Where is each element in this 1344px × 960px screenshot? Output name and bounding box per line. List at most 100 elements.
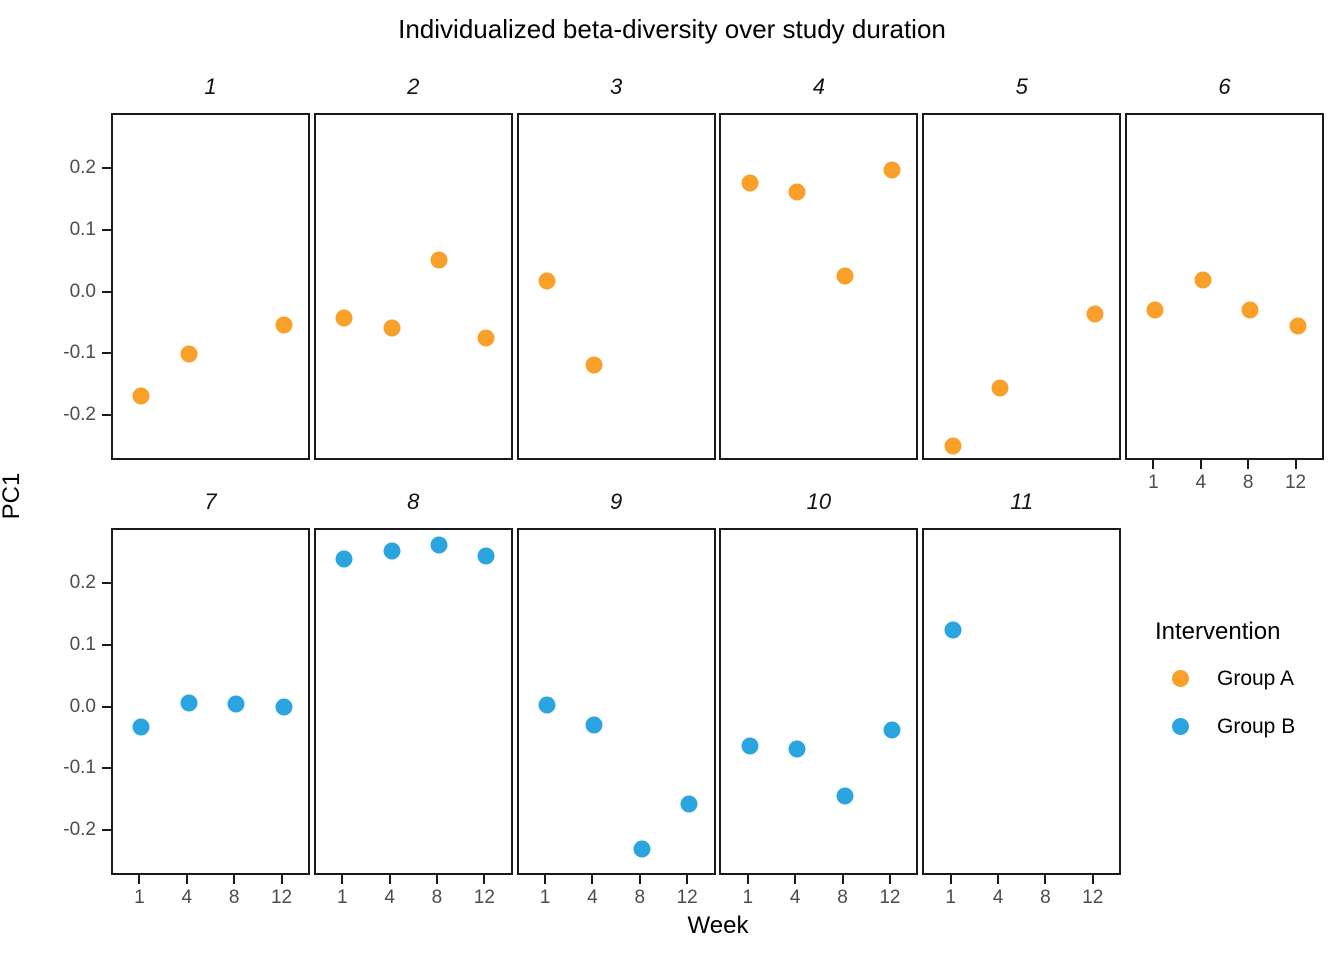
data-point [836,267,854,285]
x-axis-tick [1152,460,1155,469]
facet-panel-5 [922,113,1122,460]
data-point [132,718,150,736]
x-axis-tick-label: 8 [634,887,646,908]
x-axis-tick [794,875,797,884]
x-axis-tick [1199,460,1202,469]
x-axis-tick-label: 4 [181,887,193,908]
x-axis-tick [185,875,188,884]
y-axis-tick-label: 0.0 [69,695,96,717]
y-axis-tick-label: 0.1 [69,634,96,655]
x-axis-tick-label: 12 [879,887,901,908]
data-point [991,379,1009,397]
data-point [132,387,150,405]
data-point [1241,301,1259,319]
x-axis-tick-label: 12 [270,887,293,908]
facet-strip-label: 10 [806,489,832,514]
facet-panel-3 [516,113,716,460]
legend: Intervention Group A Group B [1155,618,1340,760]
facet-strip-label: 11 [1010,489,1034,514]
x-axis-tick-label: 8 [228,887,240,908]
y-axis-tick-label: -0.1 [63,342,96,364]
x-axis-tick-label: 12 [676,887,698,908]
facet-strip-label: 9 [609,489,623,514]
facet-panel-2 [313,113,513,460]
data-point [275,316,293,334]
x-axis-tick-label: 8 [1242,472,1254,493]
y-axis-tick [102,705,111,708]
x-axis-tick-label: 4 [384,887,395,908]
x-axis-tick-label: 1 [945,887,956,908]
data-point [741,737,759,755]
facet-panel-6 [1125,113,1324,460]
x-axis-tick-label: 1 [1148,472,1159,493]
facet-panel-1 [111,113,310,460]
facet-strip-label: 2 [407,74,420,99]
x-axis-tick [280,875,283,884]
facet-strip-label: 6 [1218,74,1231,99]
x-axis-tick [841,875,844,884]
x-axis-tick-label: 1 [336,887,348,908]
chart-title: Individualized beta-diversity over study… [398,14,946,44]
legend-item-group-a: Group A [1155,664,1340,694]
y-axis-tick-label: 0.1 [69,219,96,240]
data-point [477,329,495,347]
data-point [788,740,806,758]
y-axis-tick-label: -0.2 [63,404,96,426]
y-axis-tick [102,167,111,170]
data-point [1086,305,1104,322]
data-point [180,694,198,712]
data-point [1146,301,1164,319]
data-point [633,840,651,858]
data-point [944,621,962,639]
x-axis-tick [591,875,594,884]
x-axis-tick [1044,875,1047,884]
x-axis-tick-label: 1 [539,887,551,908]
x-axis-tick-label: 1 [134,887,145,908]
facet-panel-9 [516,528,716,875]
y-axis-tick [102,582,111,585]
x-axis-tick [138,875,141,884]
y-axis-tick [102,290,111,293]
data-point [477,547,495,565]
x-axis-tick [746,875,749,884]
facet-strip-label: 3 [609,74,623,99]
y-axis-tick [102,829,111,832]
y-axis-tick-label: -0.1 [63,757,96,779]
legend-item-group-b: Group B [1155,712,1340,742]
y-axis-tick [102,352,111,355]
data-point [1289,317,1307,335]
data-point [836,787,854,805]
x-axis-title: Week [687,912,749,939]
legend-item-label: Group B [1217,715,1296,738]
data-point [741,174,759,192]
x-axis-tick [888,875,891,884]
facet-strip-label: 1 [204,74,217,99]
facet-strip-label: 8 [407,489,420,514]
legend-title: Intervention [1155,618,1281,645]
x-axis-tick [233,875,236,884]
data-point [335,550,353,568]
y-axis-tick-label: -0.2 [63,819,96,841]
legend-point-icon [1172,670,1189,687]
x-axis-tick [388,875,391,884]
x-axis-tick-label: 4 [789,887,801,908]
data-point [1194,271,1212,289]
legend-items: Group A Group B [1155,664,1340,742]
x-axis-tick [341,875,344,884]
x-axis-tick [483,875,486,884]
y-axis-tick-label: 0.2 [69,157,96,179]
x-axis-tick [1294,460,1297,469]
x-axis-tick [638,875,641,884]
x-axis-tick-label: 8 [1040,887,1051,908]
y-axis-tick [102,767,111,770]
facet-panel-4 [719,113,919,460]
data-point [180,345,198,363]
facet-panel-8 [313,528,513,875]
data-point [538,696,556,714]
y-axis-tick [102,229,111,231]
facet-panel-10 [719,528,919,875]
data-point [430,251,448,269]
x-axis-tick-label: 8 [837,887,848,908]
data-point [788,183,806,201]
